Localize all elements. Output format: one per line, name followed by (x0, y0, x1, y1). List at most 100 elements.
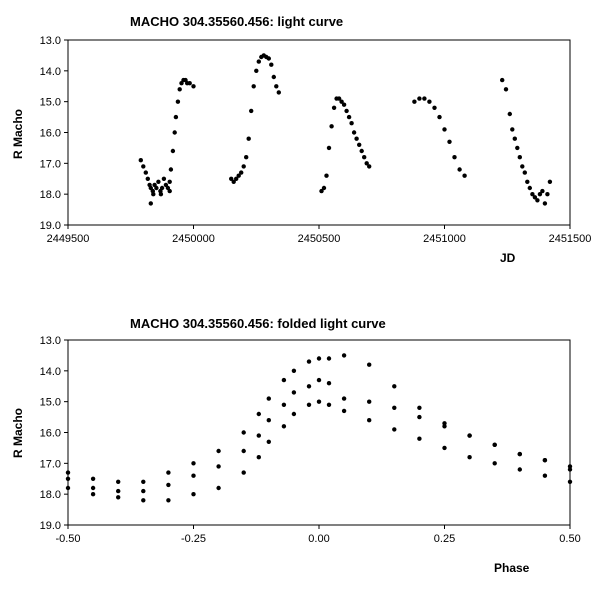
light-curve-data-point (256, 59, 261, 64)
folded-curve-data-point (141, 498, 146, 503)
folded-curve-data-point (306, 402, 312, 407)
light-curve-data-point (170, 148, 176, 154)
folded-curve-y-tick-label: 14.0 (40, 366, 61, 378)
folded-curve-data-point (316, 399, 322, 404)
light-curve-plot-frame (67, 39, 571, 226)
light-curve-title: MACHO 304.35560.456: light curve (130, 14, 343, 29)
light-curve-data-point (271, 74, 276, 80)
folded-curve-data-point (367, 418, 372, 423)
folded-curve-data-point (326, 381, 332, 386)
light-curve-data-point (336, 96, 342, 101)
light-curve-data-point (148, 201, 153, 206)
light-curve-data-point (141, 164, 146, 169)
light-curve-data-point (515, 145, 520, 151)
light-curve-data-point (168, 167, 174, 172)
light-curve-data-point (331, 105, 337, 111)
folded-curve-data-point (216, 448, 221, 454)
folded-curve-data-point (326, 402, 332, 407)
folded-curve-data-point (517, 451, 522, 457)
light-curve-data-point (503, 87, 509, 92)
light-curve-data-point (510, 127, 515, 132)
folded-curve-data-point (191, 492, 196, 497)
light-curve-data-point (527, 185, 532, 191)
light-curve-data-point (344, 108, 349, 114)
folded-curve-data-point (90, 485, 96, 491)
light-curve-data-point (447, 139, 452, 144)
folded-curve-data-point (216, 485, 221, 491)
light-curve-y-tick-label: 16.0 (40, 128, 61, 140)
folded-curve-data-point (306, 359, 312, 364)
folded-curve-data-point (241, 470, 246, 475)
light-curve-data-point (229, 176, 234, 181)
folded-curve-x-tick-label: 0.00 (308, 533, 329, 545)
light-curve-data-point (417, 96, 422, 101)
folded-curve-data-point (166, 482, 171, 488)
folded-curve-data-point (417, 414, 422, 420)
folded-curve-y-tick-label: 18.0 (40, 489, 61, 501)
light-curve-data-point (159, 185, 165, 191)
light-curve-data-point (231, 179, 236, 184)
light-curve-data-point (532, 195, 538, 200)
folded-curve-data-point (166, 498, 171, 503)
light-curve-data-point (324, 173, 329, 178)
folded-curve-data-point (241, 448, 246, 454)
light-curve-data-point (359, 148, 364, 154)
folded-curve-x-tick-label: -0.25 (181, 533, 206, 545)
light-curve-x-tick-label: 2449500 (47, 233, 90, 245)
folded-curve-data-point (256, 455, 261, 460)
light-curve-data-point (254, 68, 259, 74)
light-curve-data-point (167, 188, 172, 194)
light-curve-data-point (177, 87, 182, 92)
folded-curve-y-tick-label: 16.0 (40, 428, 61, 440)
light-curve-data-point (507, 111, 512, 117)
light-curve-data-point (412, 99, 417, 104)
folded-curve-data-point (191, 473, 196, 478)
folded-curve-data-point (417, 405, 422, 410)
light-curve-data-point (351, 130, 357, 135)
folded-curve-data-point (116, 479, 121, 484)
light-curve-data-point (525, 179, 530, 184)
folded-curve-data-point (256, 411, 261, 417)
folded-curve-data-point (567, 479, 573, 484)
folded-curve-data-point (241, 430, 246, 435)
light-curve-x-tick-label: 2450000 (172, 233, 215, 245)
light-curve-y-tick-label: 15.0 (40, 97, 61, 109)
folded-curve-data-point (141, 488, 146, 494)
light-curve-data-point (540, 188, 545, 194)
folded-curve-data-point (367, 362, 372, 367)
folded-curve-data-point (567, 467, 573, 472)
folded-curve-data-point (256, 433, 261, 438)
light-curve-data-point (319, 188, 324, 194)
folded-curve-data-point (65, 485, 71, 491)
folded-curve-x-tick-label: -0.50 (55, 533, 80, 545)
folded-curve-y-tick-label: 19.0 (40, 520, 61, 532)
folded-curve-y-tick-label: 15.0 (40, 397, 61, 409)
light-curve-data-point (246, 136, 251, 141)
folded-curve-data-point (316, 377, 322, 383)
light-curve-y-tick-label: 19.0 (40, 220, 61, 232)
light-curve-data-point (346, 114, 352, 120)
folded-curve-data-point (281, 424, 287, 429)
folded-curve-x-tick-label: 0.25 (434, 533, 455, 545)
light-curve-data-point (167, 179, 172, 184)
light-curve-data-point (437, 114, 442, 120)
light-curve-data-point (249, 108, 254, 114)
folded-curve-data-point (291, 411, 297, 417)
folded-curve-data-point (417, 436, 422, 441)
light-curve-data-point (143, 170, 148, 175)
light-curve-data-point (362, 155, 367, 160)
folded-curve-data-point (90, 476, 96, 481)
light-curve-data-point (537, 192, 543, 197)
folded-curve-data-point (392, 427, 397, 432)
light-curve-data-point (234, 176, 239, 181)
folded-curve-title: MACHO 304.35560.456: folded light curve (130, 316, 386, 331)
light-curve-data-point (244, 155, 249, 160)
folded-curve-data-point (306, 384, 312, 389)
folded-curve-data-point (191, 461, 196, 466)
folded-curve-data-point (367, 399, 372, 404)
folded-curve-data-point (492, 461, 497, 466)
folded-curve-data-point (467, 455, 472, 460)
folded-curve-data-point (326, 356, 332, 361)
folded-curve-data-point (90, 492, 96, 497)
